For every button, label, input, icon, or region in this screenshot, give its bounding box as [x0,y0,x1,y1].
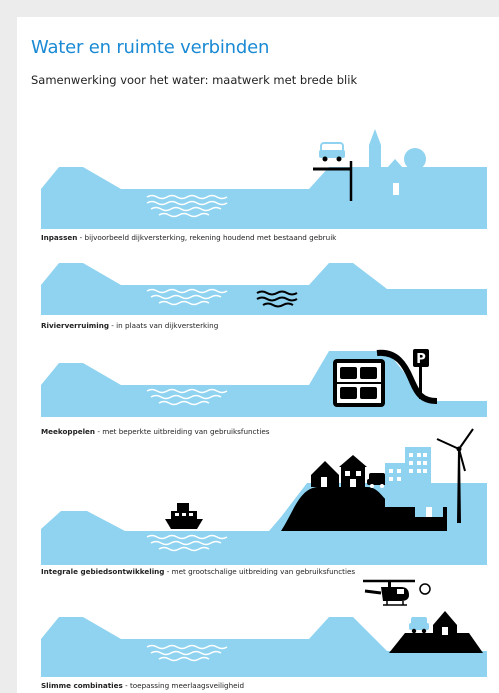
church-icon [369,129,381,201]
office-windows [389,453,427,481]
rivierverruiming-illustration [41,263,487,315]
page-title: Water en ruimte verbinden [31,37,270,58]
water-waves-icon [256,290,298,308]
panel-integrale-gebiedsontwikkeling: Integrale gebiedsontwikkeling - met groo… [17,427,499,576]
caption-slimme-combinaties: Slimme combinaties - toepassing meerlaag… [41,681,245,690]
caption-inpassen: Inpassen - bijvoorbeeld dijkversterking,… [41,233,337,242]
caption-rivierverruiming: Rivierverruiming - in plaats van dijkver… [41,321,219,330]
water-waves-icon [146,644,228,662]
inpassen-illustration [41,129,487,229]
house-icon [311,461,339,487]
boat-icon [165,503,203,529]
slimme-combinaties-illustration [41,579,487,677]
dike-cross-section [41,167,487,229]
water-waves-icon [146,388,228,406]
road-ramp [376,349,438,404]
panel-inpassen: Inpassen - bijvoorbeeld dijkversterking,… [17,129,499,242]
panel-slimme-combinaties: Slimme combinaties - toepassing meerlaag… [17,577,499,690]
dike-cross-section [41,263,487,315]
helicopter-icon [363,579,431,606]
car-icon [319,142,345,162]
meekoppelen-illustration: P [41,349,487,417]
infographic-card: Water en ruimte verbinden Samenwerking v… [17,17,499,693]
tree-icon [404,148,426,185]
parking-garage-icon [333,359,385,407]
water-waves-icon [146,534,228,552]
raised-development-terrace [281,487,447,531]
car-icon [409,617,429,634]
panel-meekoppelen: P Meekoppelen - met beperkte uitbreiding… [17,345,499,436]
water-waves-icon [146,288,228,306]
house-icon [433,611,457,635]
panel-rivierverruiming: Rivierverruiming - in plaats van dijkver… [17,249,499,330]
raised-mound [389,633,483,653]
house-icon [415,487,443,517]
integrale-illustration [41,428,487,565]
dike-cross-section [41,617,487,677]
car-icon [367,473,387,488]
wind-turbine-icon [436,428,474,523]
house-icon [379,159,411,201]
caption-integrale-gebiedsontwikkeling: Integrale gebiedsontwikkeling - met groo… [41,567,356,576]
parking-sign-icon: P [413,349,429,399]
svg-text:P: P [416,352,426,367]
page-subtitle: Samenwerking voor het water: maatwerk me… [31,73,358,87]
water-waves-icon [146,194,228,218]
apartment-icon [339,455,367,487]
caption-meekoppelen: Meekoppelen - met beperkte uitbreiding v… [41,427,270,436]
